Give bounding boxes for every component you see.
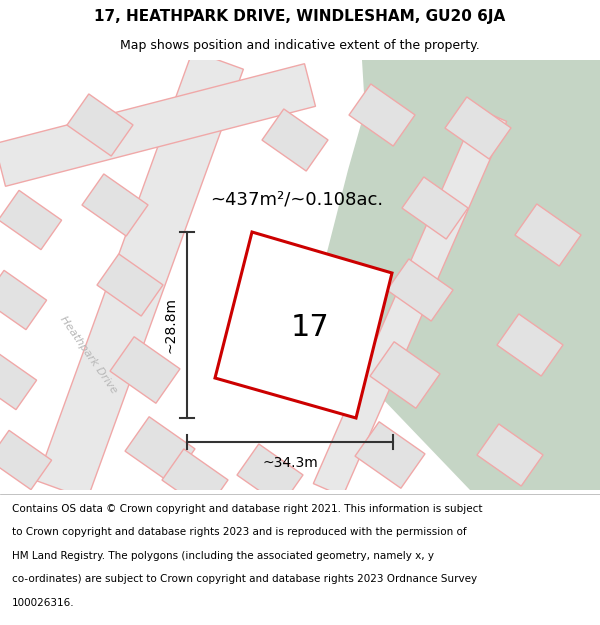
Polygon shape	[0, 271, 47, 329]
Text: to Crown copyright and database rights 2023 and is reproduced with the permissio: to Crown copyright and database rights 2…	[12, 527, 467, 537]
Polygon shape	[402, 177, 468, 239]
Polygon shape	[37, 51, 244, 499]
Polygon shape	[0, 64, 316, 186]
Polygon shape	[67, 94, 133, 156]
Polygon shape	[82, 174, 148, 236]
Polygon shape	[497, 314, 563, 376]
Polygon shape	[0, 431, 52, 489]
Text: 17, HEATHPARK DRIVE, WINDLESHAM, GU20 6JA: 17, HEATHPARK DRIVE, WINDLESHAM, GU20 6J…	[94, 9, 506, 24]
Polygon shape	[97, 254, 163, 316]
Polygon shape	[237, 444, 303, 506]
Polygon shape	[445, 97, 511, 159]
Polygon shape	[110, 337, 180, 403]
Polygon shape	[125, 417, 195, 483]
Polygon shape	[215, 232, 392, 418]
Text: HM Land Registry. The polygons (including the associated geometry, namely x, y: HM Land Registry. The polygons (includin…	[12, 551, 434, 561]
Polygon shape	[313, 109, 506, 496]
Polygon shape	[355, 422, 425, 488]
Text: ~28.8m: ~28.8m	[163, 297, 177, 353]
Text: ~34.3m: ~34.3m	[262, 456, 318, 470]
Polygon shape	[515, 204, 581, 266]
Polygon shape	[0, 351, 37, 409]
Polygon shape	[349, 84, 415, 146]
Text: Map shows position and indicative extent of the property.: Map shows position and indicative extent…	[120, 39, 480, 51]
Polygon shape	[370, 342, 440, 408]
Polygon shape	[325, 60, 600, 490]
Text: ~437m²/~0.108ac.: ~437m²/~0.108ac.	[210, 191, 383, 209]
Text: 100026316.: 100026316.	[12, 598, 74, 608]
Polygon shape	[0, 191, 62, 249]
Text: 17: 17	[290, 314, 329, 342]
Polygon shape	[162, 449, 228, 511]
Polygon shape	[387, 259, 453, 321]
Text: Contains OS data © Crown copyright and database right 2021. This information is : Contains OS data © Crown copyright and d…	[12, 504, 482, 514]
Text: Heathpark Drive: Heathpark Drive	[58, 314, 118, 396]
Polygon shape	[477, 424, 543, 486]
Polygon shape	[262, 109, 328, 171]
Text: co-ordinates) are subject to Crown copyright and database rights 2023 Ordnance S: co-ordinates) are subject to Crown copyr…	[12, 574, 477, 584]
